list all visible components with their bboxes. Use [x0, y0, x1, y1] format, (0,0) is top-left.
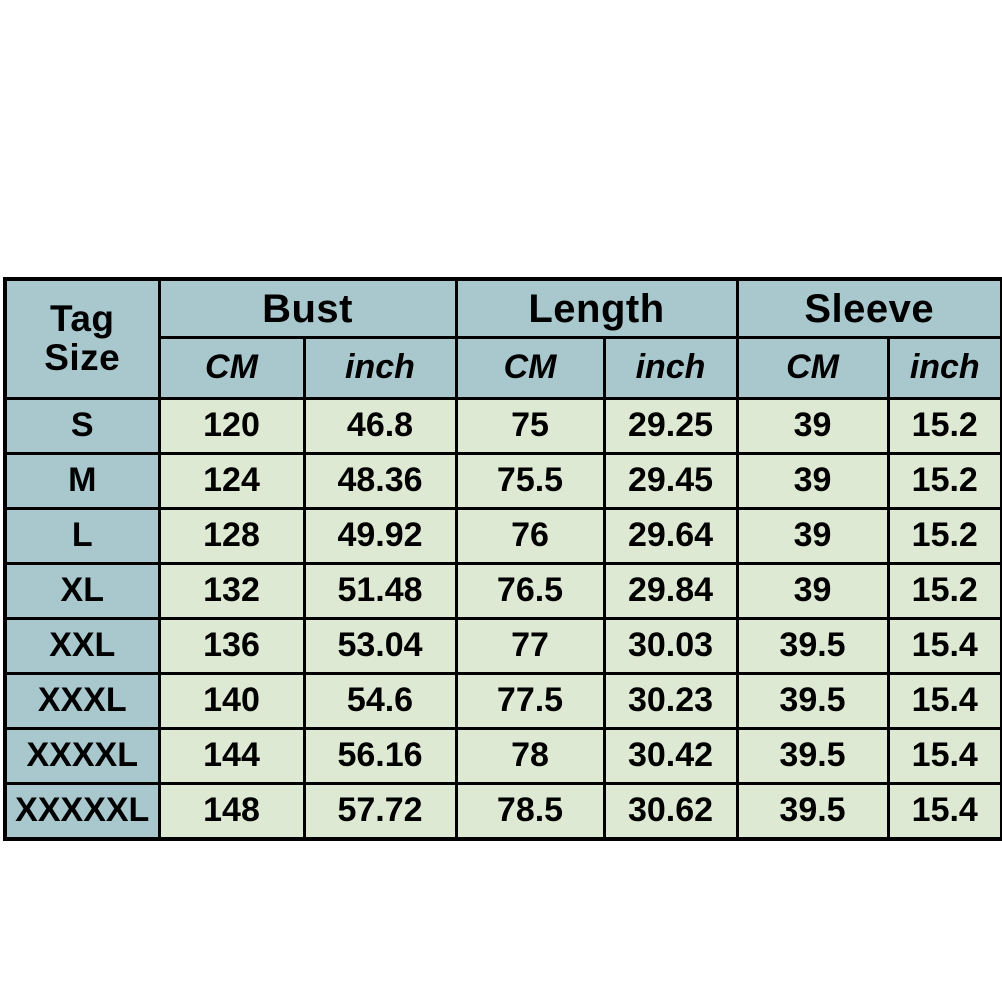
cell-length-inch: 30.23 — [602, 672, 739, 730]
header-group-bust: Bust — [157, 277, 458, 339]
cell-sleeve-inch: 15.4 — [886, 617, 1002, 675]
cell-bust-inch: 46.8 — [302, 397, 458, 455]
header-tag-size: Tag Size — [3, 277, 161, 400]
header-unit-bust-inch: inch — [302, 336, 458, 400]
cell-sleeve-cm: 39.5 — [735, 617, 890, 675]
cell-sleeve-inch: 15.2 — [886, 507, 1002, 565]
cell-bust-cm: 136 — [157, 617, 306, 675]
header-unit-bust-cm: CM — [157, 336, 306, 400]
cell-sleeve-inch: 15.2 — [886, 397, 1002, 455]
table-row: XL 132 51.48 76.5 29.84 39 15.2 — [3, 562, 1002, 620]
cell-length-inch: 30.03 — [602, 617, 739, 675]
cell-sleeve-cm: 39 — [735, 562, 890, 620]
cell-sleeve-inch: 15.4 — [886, 727, 1002, 785]
cell-size: XXL — [3, 617, 161, 675]
cell-length-inch: 30.62 — [602, 782, 739, 840]
cell-bust-cm: 144 — [157, 727, 306, 785]
cell-sleeve-cm: 39 — [735, 452, 890, 510]
cell-bust-inch: 57.72 — [302, 782, 458, 840]
table-body: S 120 46.8 75 29.25 39 15.2 M 124 48.36 … — [3, 397, 1002, 840]
cell-bust-cm: 148 — [157, 782, 306, 840]
cell-length-inch: 29.84 — [602, 562, 739, 620]
cell-size: L — [3, 507, 161, 565]
cell-size: XL — [3, 562, 161, 620]
cell-bust-cm: 120 — [157, 397, 306, 455]
table-row: XXL 136 53.04 77 30.03 39.5 15.4 — [3, 617, 1002, 675]
table-header: Tag Size Bust Length Sleeve CM inch CM i… — [3, 277, 1002, 400]
cell-sleeve-inch: 15.2 — [886, 452, 1002, 510]
cell-sleeve-cm: 39.5 — [735, 727, 890, 785]
cell-size: M — [3, 452, 161, 510]
cell-bust-inch: 56.16 — [302, 727, 458, 785]
cell-sleeve-inch: 15.4 — [886, 782, 1002, 840]
table-row: M 124 48.36 75.5 29.45 39 15.2 — [3, 452, 1002, 510]
cell-size: XXXXXL — [3, 782, 161, 840]
cell-length-cm: 75 — [454, 397, 606, 455]
cell-length-cm: 77.5 — [454, 672, 606, 730]
cell-bust-inch: 49.92 — [302, 507, 458, 565]
cell-bust-cm: 132 — [157, 562, 306, 620]
cell-bust-inch: 53.04 — [302, 617, 458, 675]
table-row: XXXXXL 148 57.72 78.5 30.62 39.5 15.4 — [3, 782, 1002, 840]
cell-bust-inch: 48.36 — [302, 452, 458, 510]
cell-length-cm: 76.5 — [454, 562, 606, 620]
cell-sleeve-inch: 15.4 — [886, 672, 1002, 730]
header-group-length: Length — [454, 277, 739, 339]
cell-length-cm: 78 — [454, 727, 606, 785]
cell-length-cm: 75.5 — [454, 452, 606, 510]
cell-length-cm: 78.5 — [454, 782, 606, 840]
cell-length-inch: 29.25 — [602, 397, 739, 455]
cell-sleeve-cm: 39.5 — [735, 782, 890, 840]
cell-bust-cm: 124 — [157, 452, 306, 510]
header-tag-size-line1: Tag — [49, 298, 115, 340]
header-unit-sleeve-cm: CM — [735, 336, 890, 400]
cell-length-inch: 29.45 — [602, 452, 739, 510]
cell-bust-cm: 140 — [157, 672, 306, 730]
cell-length-cm: 77 — [454, 617, 606, 675]
cell-sleeve-cm: 39.5 — [735, 672, 890, 730]
cell-bust-cm: 128 — [157, 507, 306, 565]
table-row: XXXXL 144 56.16 78 30.42 39.5 15.4 — [3, 727, 1002, 785]
cell-sleeve-inch: 15.2 — [886, 562, 1002, 620]
cell-size: XXXL — [3, 672, 161, 730]
header-unit-length-inch: inch — [602, 336, 739, 400]
table-row: XXXL 140 54.6 77.5 30.23 39.5 15.4 — [3, 672, 1002, 730]
cell-length-inch: 29.64 — [602, 507, 739, 565]
header-unit-row: CM inch CM inch CM inch — [5, 336, 1002, 400]
cell-size: S — [3, 397, 161, 455]
size-chart-table: Tag Size Bust Length Sleeve CM inch CM i… — [3, 277, 1002, 841]
size-chart-container: Tag Size Bust Length Sleeve CM inch CM i… — [3, 277, 1002, 841]
cell-sleeve-cm: 39 — [735, 397, 890, 455]
header-unit-sleeve-inch: inch — [886, 336, 1002, 400]
cell-size: XXXXL — [3, 727, 161, 785]
header-unit-length-cm: CM — [454, 336, 606, 400]
cell-bust-inch: 54.6 — [302, 672, 458, 730]
cell-sleeve-cm: 39 — [735, 507, 890, 565]
header-tag-size-line2: Size — [44, 337, 121, 378]
header-group-sleeve: Sleeve — [735, 277, 1002, 339]
table-row: L 128 49.92 76 29.64 39 15.2 — [3, 507, 1002, 565]
cell-length-cm: 76 — [454, 507, 606, 565]
cell-length-inch: 30.42 — [602, 727, 739, 785]
header-group-row: Tag Size Bust Length Sleeve — [3, 277, 1002, 400]
table-row: S 120 46.8 75 29.25 39 15.2 — [3, 397, 1002, 455]
cell-bust-inch: 51.48 — [302, 562, 458, 620]
